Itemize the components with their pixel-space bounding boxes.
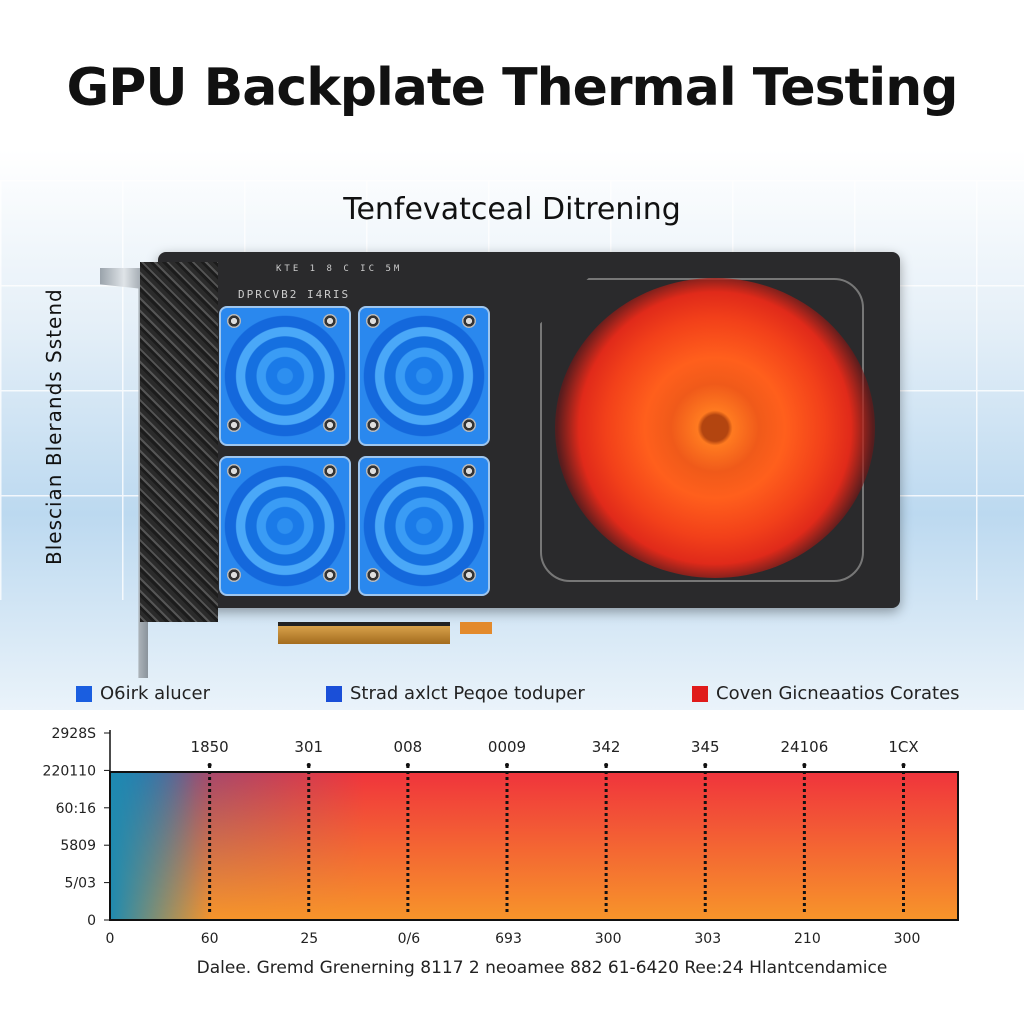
screw-icon bbox=[227, 568, 241, 582]
side-label: Blescian Blerands Sstend bbox=[42, 288, 66, 565]
y-tick-label: 0 bbox=[87, 913, 96, 929]
x-tick-label: 0 bbox=[106, 931, 115, 947]
subtitle: Tenfevatceal Ditrening bbox=[343, 192, 681, 227]
marker-label: 301 bbox=[294, 738, 323, 756]
x-tick-label: 25 bbox=[300, 931, 318, 947]
screw-icon bbox=[227, 418, 241, 432]
pcb-edge bbox=[140, 262, 218, 622]
screw-icon bbox=[462, 568, 476, 582]
legend-swatch bbox=[692, 685, 708, 702]
marker-label: 1850 bbox=[191, 738, 229, 756]
legend-item-3: Coven Gicneaatios Corates bbox=[692, 683, 960, 704]
pcie-connector bbox=[278, 622, 450, 644]
x-tick-label: 300 bbox=[595, 931, 622, 947]
x-tick-label: 693 bbox=[495, 931, 522, 947]
marker-label: 1CX bbox=[888, 738, 918, 756]
model-label: DPRCVB2 I4RIS bbox=[238, 288, 351, 301]
hotspot bbox=[555, 278, 875, 578]
screw-icon bbox=[323, 568, 337, 582]
marker-label: 345 bbox=[691, 738, 720, 756]
marker-label: 0009 bbox=[488, 738, 526, 756]
screw-icon bbox=[323, 464, 337, 478]
screw-icon bbox=[462, 464, 476, 478]
connector-tab bbox=[460, 622, 492, 634]
y-tick-label: 60:16 bbox=[56, 801, 96, 817]
x-axis-label: Dalee. Gremd Grenerning 8117 2 neoamee 8… bbox=[196, 958, 888, 978]
screw-icon bbox=[366, 568, 380, 582]
screw-icon bbox=[323, 314, 337, 328]
x-tick-label: 0/6 bbox=[398, 931, 421, 947]
screw-icon bbox=[366, 418, 380, 432]
screw-icon bbox=[366, 314, 380, 328]
x-tick-label: 60 bbox=[201, 931, 219, 947]
page-title: GPU Backplate Thermal Testing bbox=[66, 58, 959, 118]
cool-zone-4 bbox=[358, 456, 490, 596]
marker-label: 24106 bbox=[781, 738, 829, 756]
legend-item-2: Strad axlct Peqoe toduper bbox=[326, 683, 585, 704]
legend-label: Coven Gicneaatios Corates bbox=[716, 683, 960, 704]
y-tick-label: 220110 bbox=[43, 763, 96, 779]
legend-swatch bbox=[326, 685, 342, 702]
marker-label: 008 bbox=[394, 738, 423, 756]
heatmap-cold-layer bbox=[110, 772, 958, 920]
marker-label: 342 bbox=[592, 738, 621, 756]
screw-icon bbox=[366, 464, 380, 478]
y-tick-label: 2928S bbox=[51, 726, 96, 742]
screw-icon bbox=[227, 464, 241, 478]
screw-icon bbox=[462, 314, 476, 328]
x-tick-label: 303 bbox=[694, 931, 721, 947]
screw-icon bbox=[323, 418, 337, 432]
screw-icon bbox=[462, 418, 476, 432]
x-tick-label: 210 bbox=[794, 931, 821, 947]
legend-item-1: O6irk alucer bbox=[76, 683, 210, 704]
x-tick-label: 300 bbox=[894, 931, 921, 947]
y-tick-label: 5/03 bbox=[65, 876, 96, 892]
y-tick-label: 5809 bbox=[60, 838, 96, 854]
thermal-chart: 2928S 220110 60:16 5809 5/03 00 60 25 0/6 693 300 3… bbox=[43, 726, 959, 947]
legend-swatch bbox=[76, 685, 92, 702]
backplate-label: KTE 1 8 C IC 5M bbox=[276, 264, 403, 274]
screw-icon bbox=[227, 314, 241, 328]
legend-label: O6irk alucer bbox=[100, 683, 210, 704]
legend-label: Strad axlct Peqoe toduper bbox=[350, 683, 585, 704]
